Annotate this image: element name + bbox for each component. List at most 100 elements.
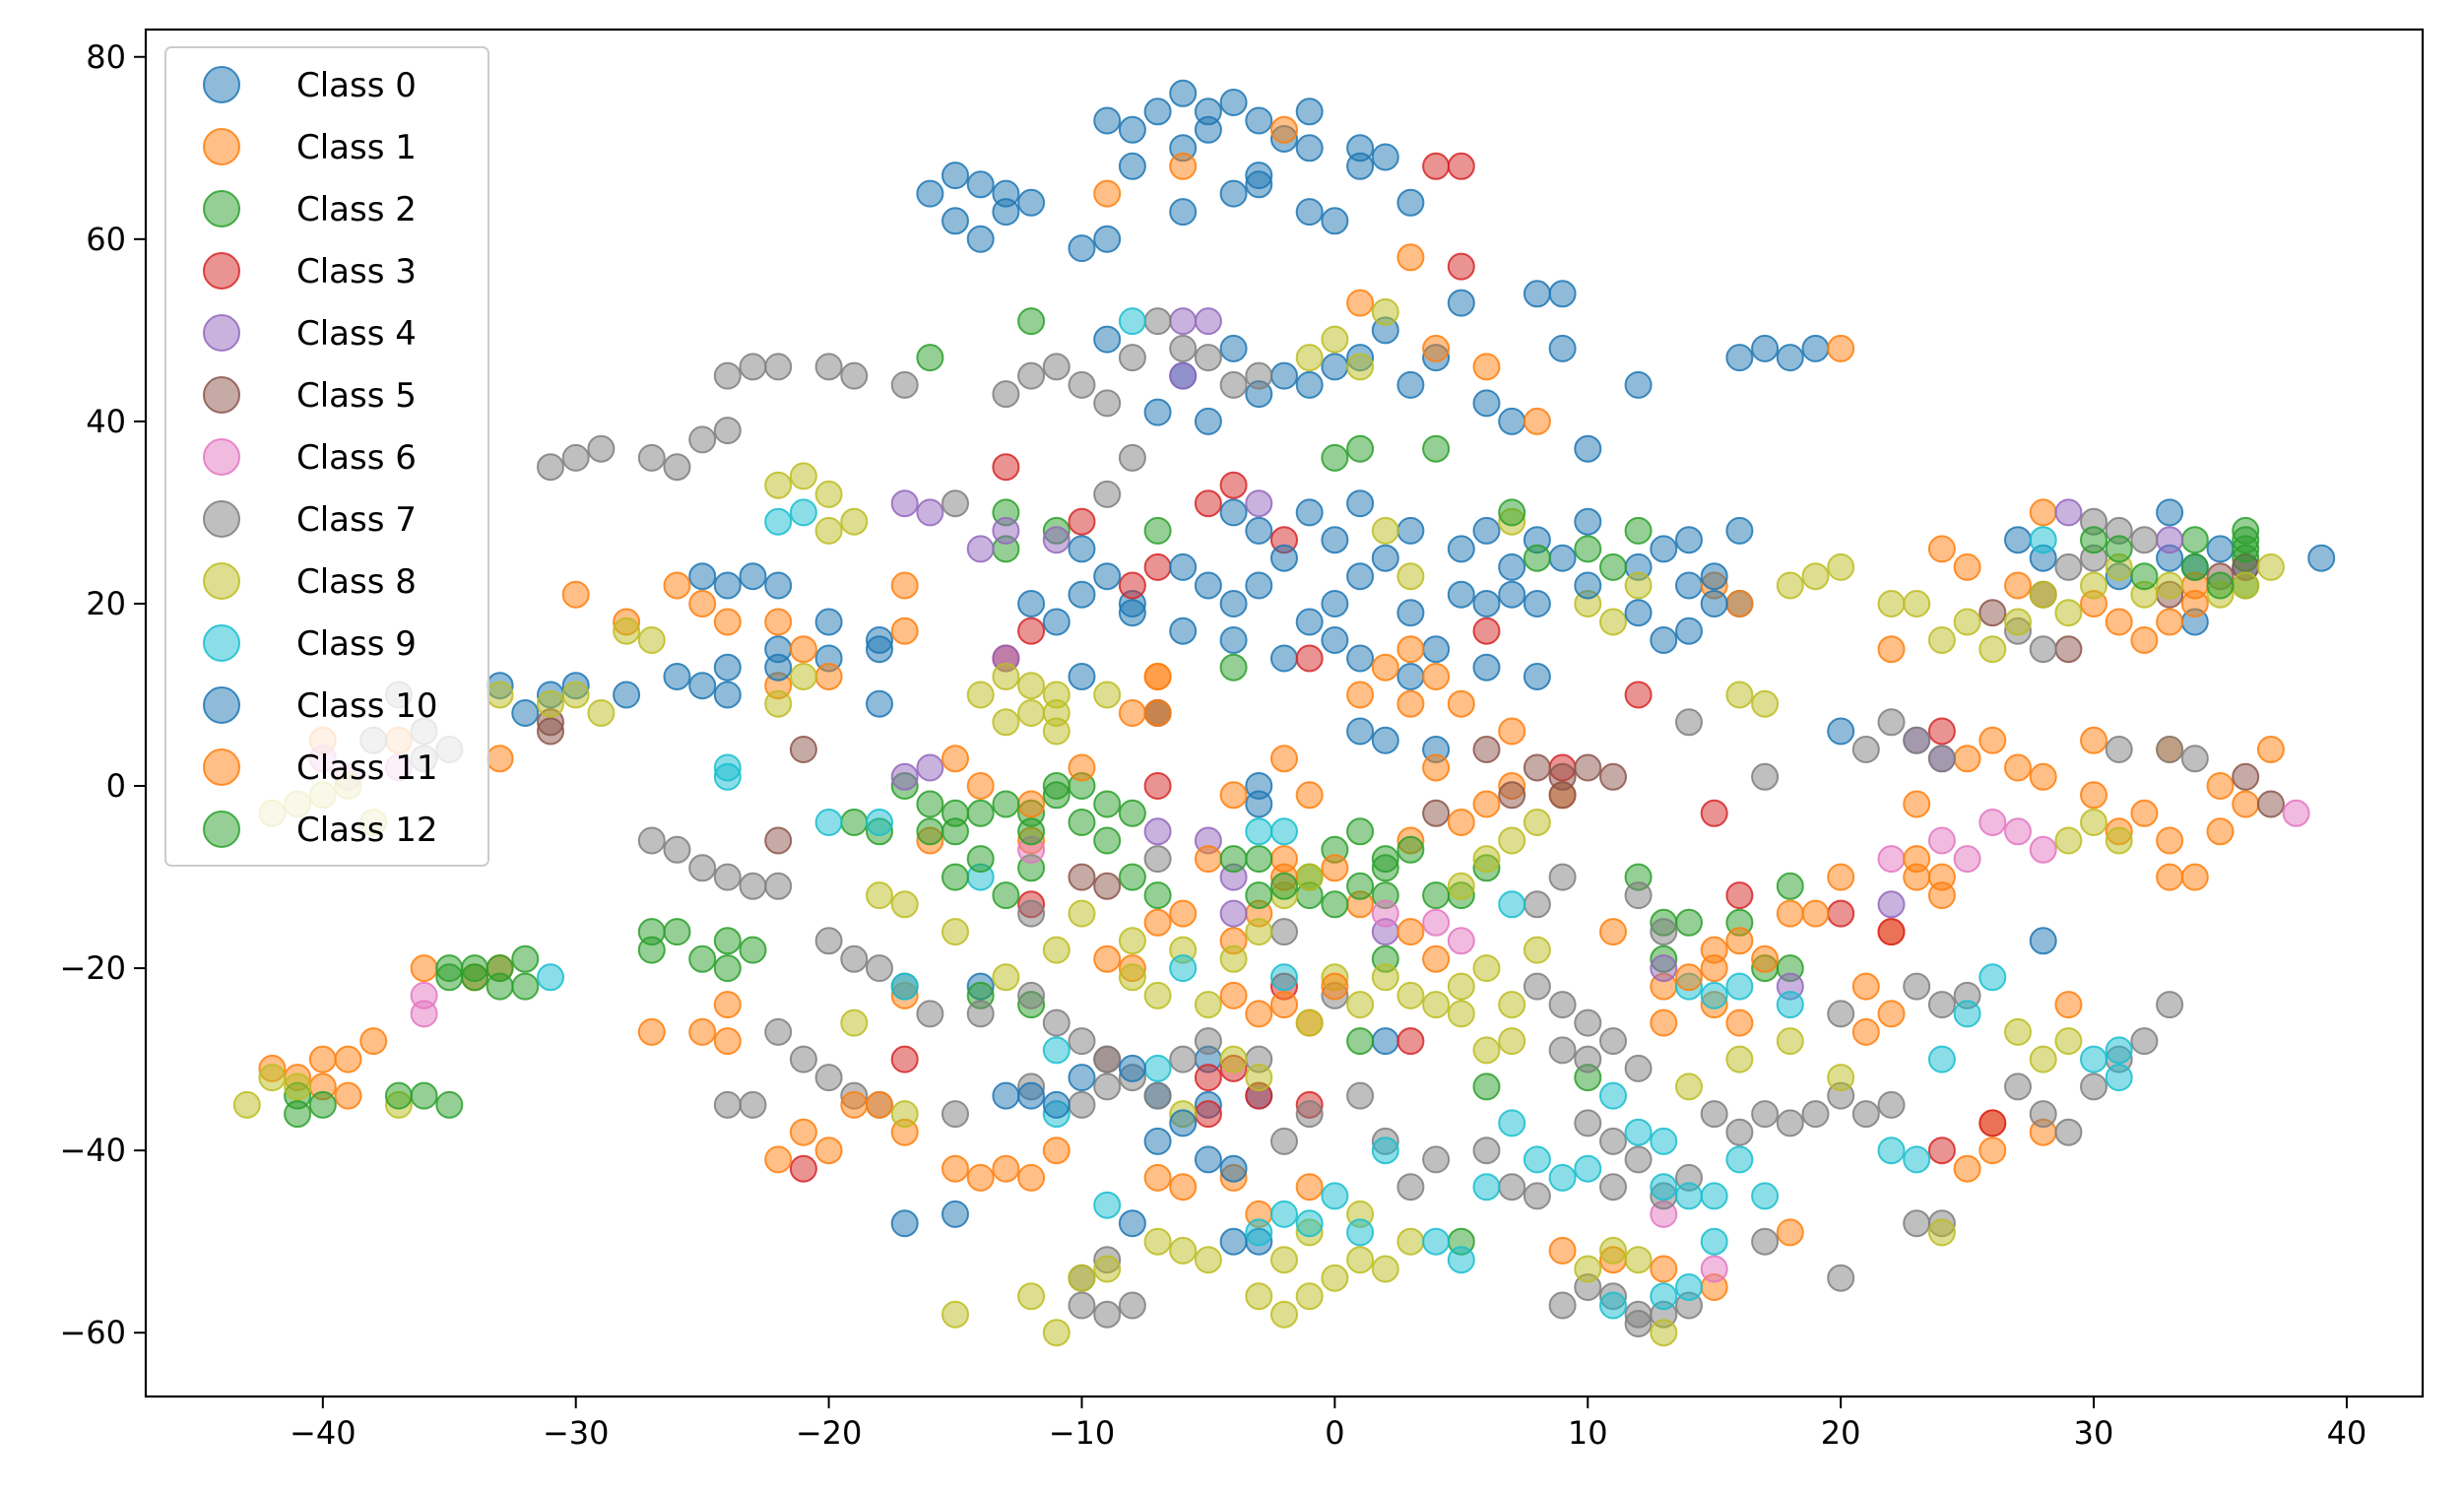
data-point <box>2004 608 2032 636</box>
series-class-9 <box>537 307 2133 1320</box>
data-point <box>2156 826 2184 855</box>
data-point <box>2080 726 2107 754</box>
data-point <box>1472 790 1501 818</box>
data-point <box>1371 854 1399 882</box>
data-point <box>2080 571 2107 600</box>
data-point <box>890 370 919 399</box>
data-point <box>1194 1246 1222 1274</box>
data-point <box>1574 571 1602 600</box>
data-point <box>941 863 969 891</box>
data-point <box>1245 881 1273 910</box>
y-tick-label: 40 <box>86 403 126 440</box>
plot-frame <box>144 28 2425 1398</box>
data-point <box>1245 516 1273 545</box>
data-point <box>1093 325 1122 354</box>
data-point <box>1042 1090 1070 1119</box>
data-point <box>1321 1264 1349 1292</box>
data-point <box>1321 626 1349 654</box>
legend-label: Class 0 <box>296 66 417 105</box>
data-point <box>688 590 717 617</box>
data-point <box>1927 626 1956 654</box>
legend-marker <box>203 314 240 352</box>
data-point <box>1068 863 1096 891</box>
data-point <box>1017 672 1046 700</box>
data-point <box>789 1154 817 1183</box>
data-point <box>1245 1282 1273 1311</box>
data-point <box>1624 370 1653 399</box>
data-point <box>1725 590 1754 617</box>
data-point <box>992 380 1020 409</box>
data-point <box>1321 353 1349 381</box>
data-point <box>1371 963 1399 992</box>
data-point <box>1472 353 1501 381</box>
data-point <box>1118 1209 1146 1238</box>
legend-item: Class 7 <box>203 500 417 540</box>
data-point <box>1295 97 1324 126</box>
data-point <box>1396 663 1425 690</box>
data-point <box>1371 143 1399 171</box>
data-point <box>1523 663 1551 690</box>
data-point <box>2054 599 2083 627</box>
data-point <box>1194 115 1222 144</box>
data-point <box>1472 1072 1501 1101</box>
data-point <box>1245 1000 1273 1028</box>
data-point <box>1877 1137 1906 1165</box>
data-point <box>1472 845 1501 874</box>
data-point <box>1498 407 1526 435</box>
data-point <box>1194 1027 1222 1056</box>
data-point <box>1927 826 1956 855</box>
data-point <box>1776 899 1804 928</box>
data-point <box>1245 106 1273 135</box>
data-point <box>1068 234 1096 263</box>
data-point <box>1194 571 1222 600</box>
data-point <box>1396 370 1425 399</box>
data-point <box>1574 434 1602 463</box>
data-point <box>1295 370 1324 399</box>
data-point <box>1523 407 1551 435</box>
data-point <box>561 580 590 609</box>
data-point <box>840 1008 869 1037</box>
data-point <box>1650 626 1678 654</box>
data-point <box>1346 1218 1375 1247</box>
data-point <box>2054 1027 2083 1056</box>
data-point <box>1219 653 1248 682</box>
data-point <box>1396 1227 1425 1256</box>
data-point <box>1725 681 1754 709</box>
data-point <box>1169 1109 1198 1137</box>
data-point <box>1321 443 1349 472</box>
data-point <box>1068 1264 1096 1292</box>
data-point <box>1725 1118 1754 1146</box>
data-point <box>1093 225 1122 253</box>
series-class-7 <box>359 307 2209 1337</box>
data-point <box>1118 699 1146 727</box>
data-point <box>1877 845 1906 874</box>
data-point <box>1270 361 1298 390</box>
data-point <box>1194 1145 1222 1174</box>
data-point <box>1776 872 1804 900</box>
data-point <box>2054 991 2083 1019</box>
data-point <box>992 663 1020 690</box>
legend-label: Class 5 <box>296 376 417 416</box>
data-point <box>1396 599 1425 627</box>
data-point <box>1927 535 1956 563</box>
data-point <box>1877 1000 1906 1028</box>
data-point <box>1827 1064 1855 1092</box>
data-point <box>2080 781 2107 810</box>
data-point <box>1295 608 1324 636</box>
data-point <box>966 535 995 563</box>
data-point <box>713 608 742 636</box>
data-point <box>1574 507 1602 536</box>
data-point <box>1650 1319 1678 1347</box>
data-point <box>764 872 793 900</box>
data-point <box>1548 781 1577 810</box>
data-point <box>2180 552 2209 581</box>
data-point <box>688 672 717 700</box>
data-point <box>1675 1072 1703 1101</box>
data-point <box>688 854 717 882</box>
y-tick-label: 80 <box>86 38 126 76</box>
data-point <box>1270 644 1298 673</box>
data-point <box>1118 799 1146 827</box>
data-point <box>992 790 1020 818</box>
data-point <box>1624 1145 1653 1174</box>
data-point <box>1321 1182 1349 1210</box>
